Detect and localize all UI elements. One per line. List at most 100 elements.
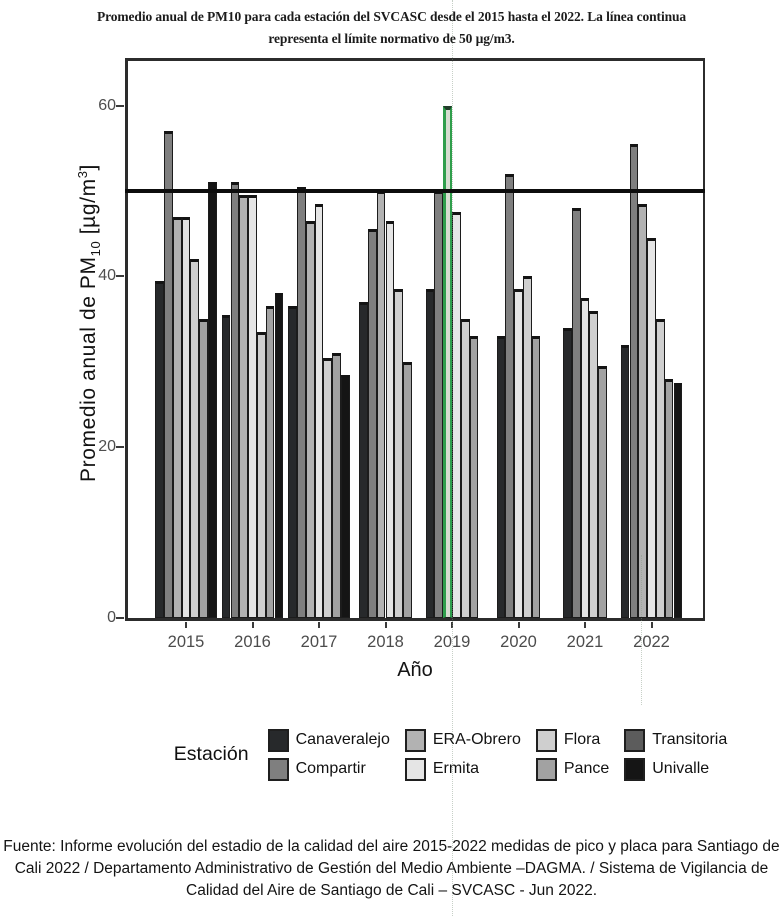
- legend-label-Compartir: Compartir: [295, 760, 366, 777]
- x-axis-title: Año: [397, 659, 433, 681]
- legend-swatch-Transitoria: [624, 728, 646, 752]
- legend-swatch-ERA-Obrero: [404, 728, 426, 752]
- legend-item-ERA-Obrero: ERA-Obrero: [404, 727, 521, 753]
- x-tick-label-2017: 2017: [300, 633, 338, 651]
- bar-2016-Flora: [256, 331, 266, 618]
- y-axis-title-subscript: 10: [88, 240, 104, 257]
- legend-swatch-Pance: [535, 757, 557, 781]
- bar-2016-ERA-Obrero: [239, 195, 249, 618]
- legend-label-Ermita: Ermita: [432, 760, 480, 777]
- bar-2015-Flora: [190, 259, 200, 618]
- bar-2020-Compartir: [505, 173, 515, 618]
- x-tick-label-2022: 2022: [633, 633, 670, 651]
- bar-2022-Univalle: [673, 383, 683, 618]
- legend-item-Compartir: Compartir: [267, 756, 390, 782]
- y-tick-mark: [116, 104, 124, 107]
- bar-2019-Ermita: [452, 212, 461, 618]
- legend-item-Univalle: Univalle: [624, 756, 727, 782]
- bar-2016-Pance: [265, 306, 275, 618]
- y-tick-label: 60: [98, 96, 116, 114]
- x-tick-mark: [251, 622, 254, 628]
- bar-2016-Canaveralejo: [221, 314, 231, 618]
- bar-2020-Flora: [522, 276, 532, 618]
- bar-2015-Compartir: [164, 131, 173, 618]
- x-tick-label-2016: 2016: [234, 633, 271, 651]
- bar-2022-Flora: [655, 319, 665, 618]
- legend-item-Pance: Pance: [535, 756, 610, 782]
- y-axis-title-units: [µg/m: [77, 178, 100, 241]
- legend-label-Univalle: Univalle: [652, 760, 710, 777]
- legend-column: ERA-Obrero Ermita: [404, 727, 521, 782]
- bar-2022-ERA-Obrero: [638, 203, 648, 618]
- bar-2018-Flora: [394, 289, 404, 618]
- y-tick-label: 20: [98, 438, 116, 456]
- bar-2019-Flora: [460, 319, 470, 618]
- bar-2018-Compartir: [367, 229, 377, 618]
- legend-column: Flora Pance: [535, 727, 610, 782]
- legend-swatch-Compartir: [267, 757, 289, 781]
- x-tick-mark: [650, 622, 653, 628]
- bar-2018-Pance: [403, 361, 412, 618]
- legend-column: Transitoria Univalle: [624, 727, 727, 782]
- bar-2022-Ermita: [647, 237, 656, 618]
- bar-highlighted-2019-Transitoria: [443, 105, 452, 618]
- chart-title: Promedio anual de PM10 para cada estació…: [0, 6, 783, 49]
- bar-2018-Canaveralejo: [359, 302, 368, 618]
- bar-2015-ERA-Obrero: [172, 216, 182, 618]
- bar-2021-Pance: [598, 366, 607, 618]
- legend-item-Ermita: Ermita: [404, 756, 521, 782]
- legend-title: Estación: [173, 743, 249, 765]
- scan-fold-line: [641, 555, 642, 705]
- legend-label-Canaveralejo: Canaveralejo: [295, 731, 390, 748]
- x-tick-mark: [384, 622, 387, 628]
- legend-label-Pance: Pance: [563, 760, 610, 777]
- limit-line-50: [125, 189, 705, 193]
- bar-2016-Univalle: [274, 293, 284, 618]
- source-note: Fuente: Informe evolución del estadio de…: [3, 838, 780, 899]
- y-tick-label: 0: [107, 609, 116, 626]
- y-tick-mark: [116, 446, 124, 449]
- y-tick-label: 40: [98, 267, 116, 285]
- bar-2021-Compartir: [571, 208, 581, 618]
- bar-2022-Pance: [664, 378, 674, 618]
- bar-2016-Ermita: [248, 195, 257, 618]
- bar-2015-Univalle: [208, 182, 217, 618]
- bar-2017-Pance: [332, 353, 341, 618]
- legend-item-Transitoria: Transitoria: [624, 727, 727, 753]
- bar-2019-Pance: [469, 336, 479, 618]
- bar-2016-Compartir: [230, 182, 240, 618]
- bar-2020-Ermita: [514, 289, 523, 618]
- bar-2022-Compartir: [629, 144, 639, 618]
- bar-2017-ERA-Obrero: [305, 220, 315, 618]
- x-tick-mark: [318, 622, 320, 628]
- scan-fold-line: [452, 0, 453, 916]
- bar-2020-Pance: [531, 336, 541, 618]
- plot-border: [125, 58, 705, 621]
- bar-2019-Canaveralejo: [425, 289, 435, 618]
- x-tick-label-2015: 2015: [167, 633, 205, 651]
- chart-title-line2: representa el límite normativo de 50 µg/…: [268, 30, 515, 46]
- bar-2015-Ermita: [181, 216, 191, 618]
- legend-label-Transitoria: Transitoria: [652, 731, 728, 748]
- x-tick-label-2019: 2019: [433, 633, 471, 651]
- y-tick-mark: [116, 275, 124, 278]
- x-tick-label-2021: 2021: [566, 633, 604, 651]
- bar-2017-Flora: [323, 357, 333, 618]
- bar-2018-Ermita: [385, 220, 395, 618]
- y-tick-mark: [116, 617, 124, 619]
- bar-2017-Canaveralejo: [288, 306, 297, 618]
- legend-swatch-Flora: [535, 728, 557, 752]
- bar-2021-Canaveralejo: [563, 327, 572, 618]
- y-axis-title: Promedio anual de PM10 [µg/m3]: [75, 43, 103, 603]
- x-tick-mark: [451, 622, 453, 628]
- legend-label-Flora: Flora: [563, 731, 601, 748]
- bar-2020-Canaveralejo: [496, 336, 506, 618]
- chart-title-line1: Promedio anual de PM10 para cada estació…: [96, 9, 687, 24]
- x-tick-label-2018: 2018: [367, 633, 404, 651]
- legend-swatch-Canaveralejo: [267, 728, 289, 752]
- legend-item-Flora: Flora: [535, 727, 609, 753]
- bar-2021-Flora: [589, 310, 599, 618]
- bar-2017-Ermita: [314, 203, 324, 618]
- bar-2017-Univalle: [341, 374, 350, 618]
